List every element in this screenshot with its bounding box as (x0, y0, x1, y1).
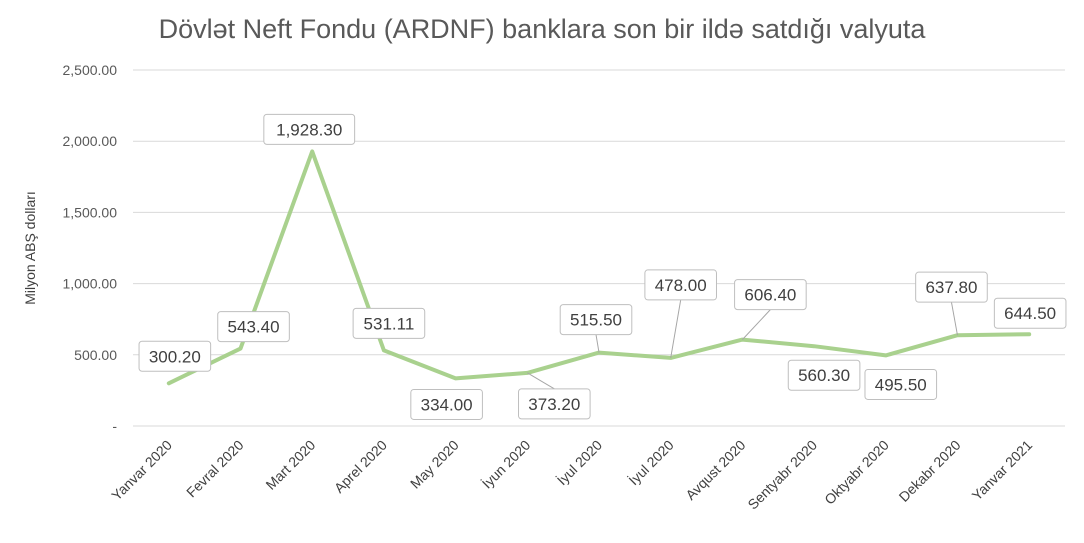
data-label: 1,928.30 (276, 120, 342, 139)
x-tick-label: İyun 2020 (478, 436, 534, 492)
x-tick-label: Aprel 2020 (331, 437, 390, 496)
data-label-box (734, 279, 807, 311)
data-label-box (787, 359, 861, 391)
data-label-box (352, 307, 426, 339)
y-tick-layer: - 500.00 1,000.00 1,500.00 2,000.00 2,500.00 (63, 62, 118, 434)
leader-line (527, 372, 555, 390)
x-tick-label: Fevral 2020 (183, 437, 247, 501)
leader-line (670, 299, 682, 359)
y-tick-label: 1,000.00 (63, 276, 118, 292)
x-tick-label: Dekabr 2020 (896, 437, 964, 505)
x-tick-label: Yanvar 2021 (969, 437, 1036, 504)
data-label: 515.50 (570, 311, 622, 330)
y-tick-label: 1,500.00 (63, 204, 118, 220)
x-tick-label: May 2020 (407, 437, 462, 492)
leader-line-layer (527, 299, 958, 390)
x-tick-label: Sentyabr 2020 (744, 437, 820, 513)
x-tick-label: Avqust 2020 (682, 437, 748, 503)
y-tick-label: 2,000.00 (63, 133, 118, 149)
data-label-box (217, 311, 290, 343)
data-label-box (915, 271, 988, 303)
x-tick-layer: Yanvar 2020 Fevral 2020 Mart 2020 Aprel 202… (108, 436, 1035, 513)
data-label-box (518, 388, 591, 420)
data-label-box (993, 297, 1067, 329)
data-label-box (263, 113, 356, 145)
data-label-box (644, 269, 717, 301)
data-label: 495.50 (875, 375, 927, 394)
data-label: 606.40 (744, 286, 796, 305)
leader-line (742, 309, 771, 340)
data-label: 373.20 (528, 395, 580, 414)
data-label: 543.40 (228, 318, 280, 337)
x-tick-label: Oktyabr 2020 (821, 437, 892, 508)
x-tick-label: Yanvar 2020 (108, 437, 175, 504)
data-label: 478.00 (655, 276, 707, 295)
data-label: 637.80 (925, 278, 977, 297)
data-label: 560.30 (798, 366, 850, 385)
chart-title: Dövlət Neft Fondu (ARDNF) banklara son b… (158, 14, 926, 44)
data-label: 531.11 (364, 314, 415, 333)
leader-line (950, 302, 958, 336)
data-label-box (864, 368, 938, 400)
y-tick-label: 2,500.00 (63, 62, 118, 78)
data-label: 644.50 (1004, 304, 1056, 323)
x-tick-label: Mart 2020 (262, 437, 318, 493)
data-label-box (410, 388, 483, 420)
data-label: 334.00 (421, 395, 473, 414)
x-tick-label: İyul 2020 (625, 436, 677, 488)
series-layer (166, 149, 1032, 386)
x-tick-label: İyul 2020 (553, 436, 605, 488)
data-label-box (138, 340, 212, 372)
series-line (166, 149, 1032, 386)
y-tick-label: - (112, 418, 117, 434)
data-label-layer: 300.20 543.40 1,928.30 531.11 334.00 373.20 51… (138, 113, 1067, 420)
data-label: 300.20 (149, 347, 201, 366)
y-tick-label: 500.00 (74, 347, 117, 363)
data-label-box (559, 304, 633, 336)
leader-line (595, 334, 600, 353)
